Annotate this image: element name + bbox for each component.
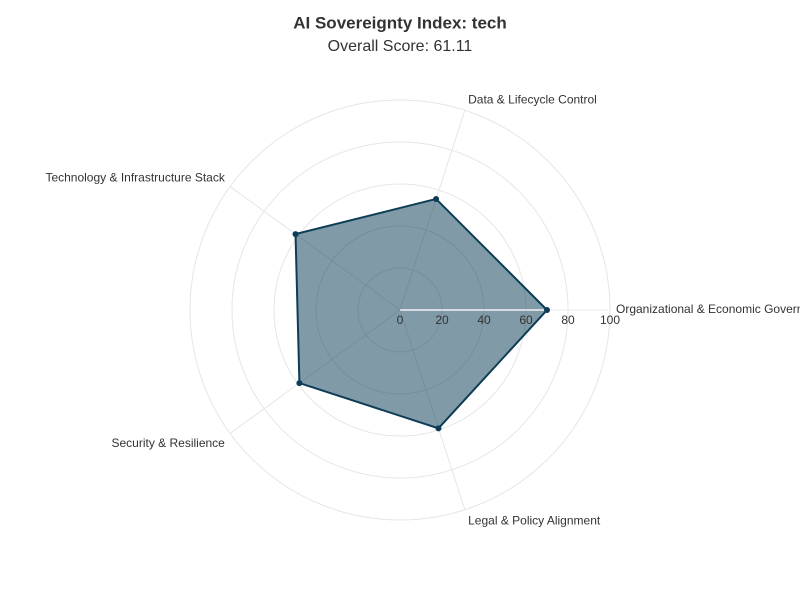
radial-tick-label: 60: [519, 313, 533, 327]
category-label: Organizational & Economic Governance: [616, 302, 800, 316]
data-point: [544, 307, 550, 313]
data-point: [435, 425, 442, 432]
radar-area: [294, 197, 549, 430]
category-label: Technology & Infrastructure Stack: [45, 170, 225, 184]
radial-tick-label: 100: [600, 313, 620, 327]
radial-tick-label: 40: [477, 313, 491, 327]
chart-subtitle: Overall Score: 61.11: [328, 38, 473, 55]
chart-title: AI Sovereignty Index: tech: [293, 13, 507, 32]
data-point: [292, 231, 299, 238]
data-point: [296, 380, 303, 387]
radial-tick-label: 80: [561, 313, 575, 327]
radial-tick-label: 20: [435, 313, 449, 327]
data-point: [433, 195, 440, 202]
category-label: Data & Lifecycle Control: [468, 93, 597, 107]
radial-tick-label: 0: [397, 313, 404, 327]
category-label: Legal & Policy Alignment: [468, 514, 601, 528]
category-label: Security & Resilience: [111, 436, 225, 450]
